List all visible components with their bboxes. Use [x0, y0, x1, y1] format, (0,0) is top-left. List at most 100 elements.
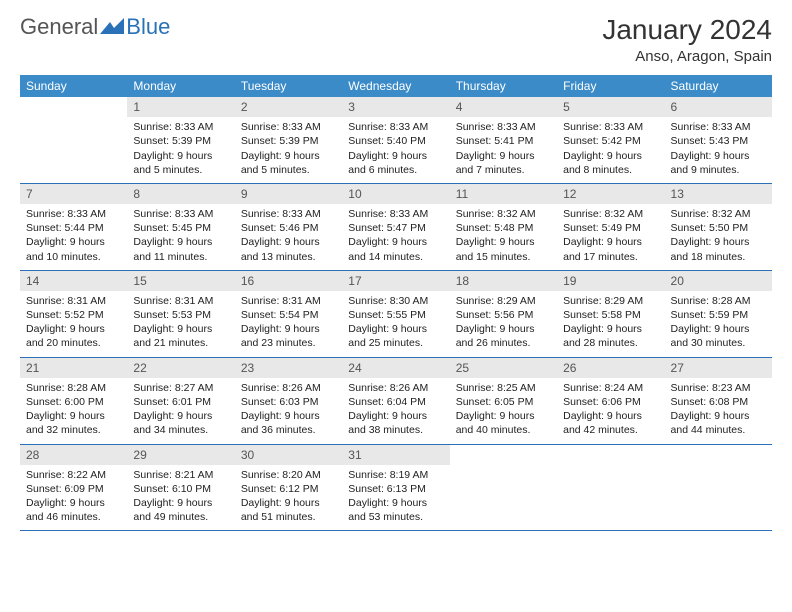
sunset-line: Sunset: 6:10 PM — [133, 482, 228, 496]
daylight-line: Daylight: 9 hours and 21 minutes. — [133, 322, 228, 350]
sunrise-line: Sunrise: 8:33 AM — [26, 207, 121, 221]
daylight-line: Daylight: 9 hours and 53 minutes. — [348, 496, 443, 524]
sunrise-line: Sunrise: 8:20 AM — [241, 468, 336, 482]
day-number: 6 — [665, 97, 772, 117]
day-number: 17 — [342, 271, 449, 291]
sunrise-line: Sunrise: 8:30 AM — [348, 294, 443, 308]
sunset-line: Sunset: 5:39 PM — [133, 134, 228, 148]
sunrise-line: Sunrise: 8:28 AM — [26, 381, 121, 395]
sunset-line: Sunset: 5:52 PM — [26, 308, 121, 322]
day-number: 27 — [665, 358, 772, 378]
day-details: Sunrise: 8:32 AMSunset: 5:48 PMDaylight:… — [450, 204, 557, 270]
sunset-line: Sunset: 6:12 PM — [241, 482, 336, 496]
calendar-day-cell: 31Sunrise: 8:19 AMSunset: 6:13 PMDayligh… — [342, 444, 449, 531]
calendar-day-cell: 30Sunrise: 8:20 AMSunset: 6:12 PMDayligh… — [235, 444, 342, 531]
sunset-line: Sunset: 5:41 PM — [456, 134, 551, 148]
daylight-line: Daylight: 9 hours and 36 minutes. — [241, 409, 336, 437]
sunrise-line: Sunrise: 8:33 AM — [241, 120, 336, 134]
calendar-day-cell: 13Sunrise: 8:32 AMSunset: 5:50 PMDayligh… — [665, 183, 772, 270]
sunrise-line: Sunrise: 8:32 AM — [671, 207, 766, 221]
day-details: Sunrise: 8:25 AMSunset: 6:05 PMDaylight:… — [450, 378, 557, 444]
sunrise-line: Sunrise: 8:22 AM — [26, 468, 121, 482]
day-number: 13 — [665, 184, 772, 204]
sunset-line: Sunset: 6:01 PM — [133, 395, 228, 409]
calendar-day-cell: 23Sunrise: 8:26 AMSunset: 6:03 PMDayligh… — [235, 357, 342, 444]
day-details: Sunrise: 8:28 AMSunset: 5:59 PMDaylight:… — [665, 291, 772, 357]
day-details: Sunrise: 8:33 AMSunset: 5:43 PMDaylight:… — [665, 117, 772, 183]
sunrise-line: Sunrise: 8:27 AM — [133, 381, 228, 395]
daylight-line: Daylight: 9 hours and 28 minutes. — [563, 322, 658, 350]
sunset-line: Sunset: 5:50 PM — [671, 221, 766, 235]
day-details: Sunrise: 8:31 AMSunset: 5:54 PMDaylight:… — [235, 291, 342, 357]
calendar-day-cell: 22Sunrise: 8:27 AMSunset: 6:01 PMDayligh… — [127, 357, 234, 444]
day-number: 16 — [235, 271, 342, 291]
weekday-header-row: SundayMondayTuesdayWednesdayThursdayFrid… — [20, 75, 772, 97]
weekday-header: Wednesday — [342, 75, 449, 97]
calendar-day-cell — [557, 444, 664, 531]
day-details: Sunrise: 8:33 AMSunset: 5:46 PMDaylight:… — [235, 204, 342, 270]
day-number: 5 — [557, 97, 664, 117]
daylight-line: Daylight: 9 hours and 5 minutes. — [241, 149, 336, 177]
day-number: 31 — [342, 445, 449, 465]
day-details: Sunrise: 8:20 AMSunset: 6:12 PMDaylight:… — [235, 465, 342, 531]
day-number: 25 — [450, 358, 557, 378]
weekday-header: Sunday — [20, 75, 127, 97]
calendar-day-cell: 28Sunrise: 8:22 AMSunset: 6:09 PMDayligh… — [20, 444, 127, 531]
daylight-line: Daylight: 9 hours and 11 minutes. — [133, 235, 228, 263]
sunrise-line: Sunrise: 8:33 AM — [241, 207, 336, 221]
day-details: Sunrise: 8:31 AMSunset: 5:52 PMDaylight:… — [20, 291, 127, 357]
sunrise-line: Sunrise: 8:33 AM — [348, 207, 443, 221]
day-number: 11 — [450, 184, 557, 204]
sunset-line: Sunset: 5:47 PM — [348, 221, 443, 235]
day-details: Sunrise: 8:33 AMSunset: 5:42 PMDaylight:… — [557, 117, 664, 183]
sunset-line: Sunset: 5:44 PM — [26, 221, 121, 235]
weekday-header: Friday — [557, 75, 664, 97]
calendar-day-cell: 15Sunrise: 8:31 AMSunset: 5:53 PMDayligh… — [127, 270, 234, 357]
daylight-line: Daylight: 9 hours and 46 minutes. — [26, 496, 121, 524]
day-number: 21 — [20, 358, 127, 378]
sunrise-line: Sunrise: 8:33 AM — [133, 207, 228, 221]
day-number: 20 — [665, 271, 772, 291]
sunrise-line: Sunrise: 8:26 AM — [241, 381, 336, 395]
calendar-day-cell: 9Sunrise: 8:33 AMSunset: 5:46 PMDaylight… — [235, 183, 342, 270]
sunrise-line: Sunrise: 8:33 AM — [348, 120, 443, 134]
day-number: 8 — [127, 184, 234, 204]
calendar-day-cell: 7Sunrise: 8:33 AMSunset: 5:44 PMDaylight… — [20, 183, 127, 270]
sunrise-line: Sunrise: 8:32 AM — [563, 207, 658, 221]
daylight-line: Daylight: 9 hours and 10 minutes. — [26, 235, 121, 263]
day-number: 24 — [342, 358, 449, 378]
daylight-line: Daylight: 9 hours and 5 minutes. — [133, 149, 228, 177]
daylight-line: Daylight: 9 hours and 49 minutes. — [133, 496, 228, 524]
sunrise-line: Sunrise: 8:21 AM — [133, 468, 228, 482]
day-details: Sunrise: 8:28 AMSunset: 6:00 PMDaylight:… — [20, 378, 127, 444]
sunrise-line: Sunrise: 8:31 AM — [26, 294, 121, 308]
calendar-body: 1Sunrise: 8:33 AMSunset: 5:39 PMDaylight… — [20, 97, 772, 531]
calendar-week-row: 1Sunrise: 8:33 AMSunset: 5:39 PMDaylight… — [20, 97, 772, 183]
location-subtitle: Anso, Aragon, Spain — [602, 48, 772, 65]
weekday-header: Tuesday — [235, 75, 342, 97]
daylight-line: Daylight: 9 hours and 51 minutes. — [241, 496, 336, 524]
day-details: Sunrise: 8:22 AMSunset: 6:09 PMDaylight:… — [20, 465, 127, 531]
sunrise-line: Sunrise: 8:29 AM — [456, 294, 551, 308]
calendar-day-cell: 3Sunrise: 8:33 AMSunset: 5:40 PMDaylight… — [342, 97, 449, 183]
sunrise-line: Sunrise: 8:33 AM — [671, 120, 766, 134]
day-details: Sunrise: 8:33 AMSunset: 5:41 PMDaylight:… — [450, 117, 557, 183]
day-number: 9 — [235, 184, 342, 204]
sunset-line: Sunset: 5:59 PM — [671, 308, 766, 322]
day-number: 15 — [127, 271, 234, 291]
sunset-line: Sunset: 5:45 PM — [133, 221, 228, 235]
logo: General Blue — [20, 14, 170, 40]
day-details: Sunrise: 8:26 AMSunset: 6:03 PMDaylight:… — [235, 378, 342, 444]
calendar-week-row: 28Sunrise: 8:22 AMSunset: 6:09 PMDayligh… — [20, 444, 772, 531]
daylight-line: Daylight: 9 hours and 23 minutes. — [241, 322, 336, 350]
calendar-day-cell: 27Sunrise: 8:23 AMSunset: 6:08 PMDayligh… — [665, 357, 772, 444]
day-details: Sunrise: 8:33 AMSunset: 5:40 PMDaylight:… — [342, 117, 449, 183]
calendar-day-cell: 16Sunrise: 8:31 AMSunset: 5:54 PMDayligh… — [235, 270, 342, 357]
logo-text-general: General — [20, 14, 98, 40]
calendar-day-cell: 6Sunrise: 8:33 AMSunset: 5:43 PMDaylight… — [665, 97, 772, 183]
logo-triangle-icon — [100, 18, 124, 36]
daylight-line: Daylight: 9 hours and 44 minutes. — [671, 409, 766, 437]
day-details: Sunrise: 8:29 AMSunset: 5:56 PMDaylight:… — [450, 291, 557, 357]
calendar-day-cell — [450, 444, 557, 531]
day-details: Sunrise: 8:33 AMSunset: 5:45 PMDaylight:… — [127, 204, 234, 270]
